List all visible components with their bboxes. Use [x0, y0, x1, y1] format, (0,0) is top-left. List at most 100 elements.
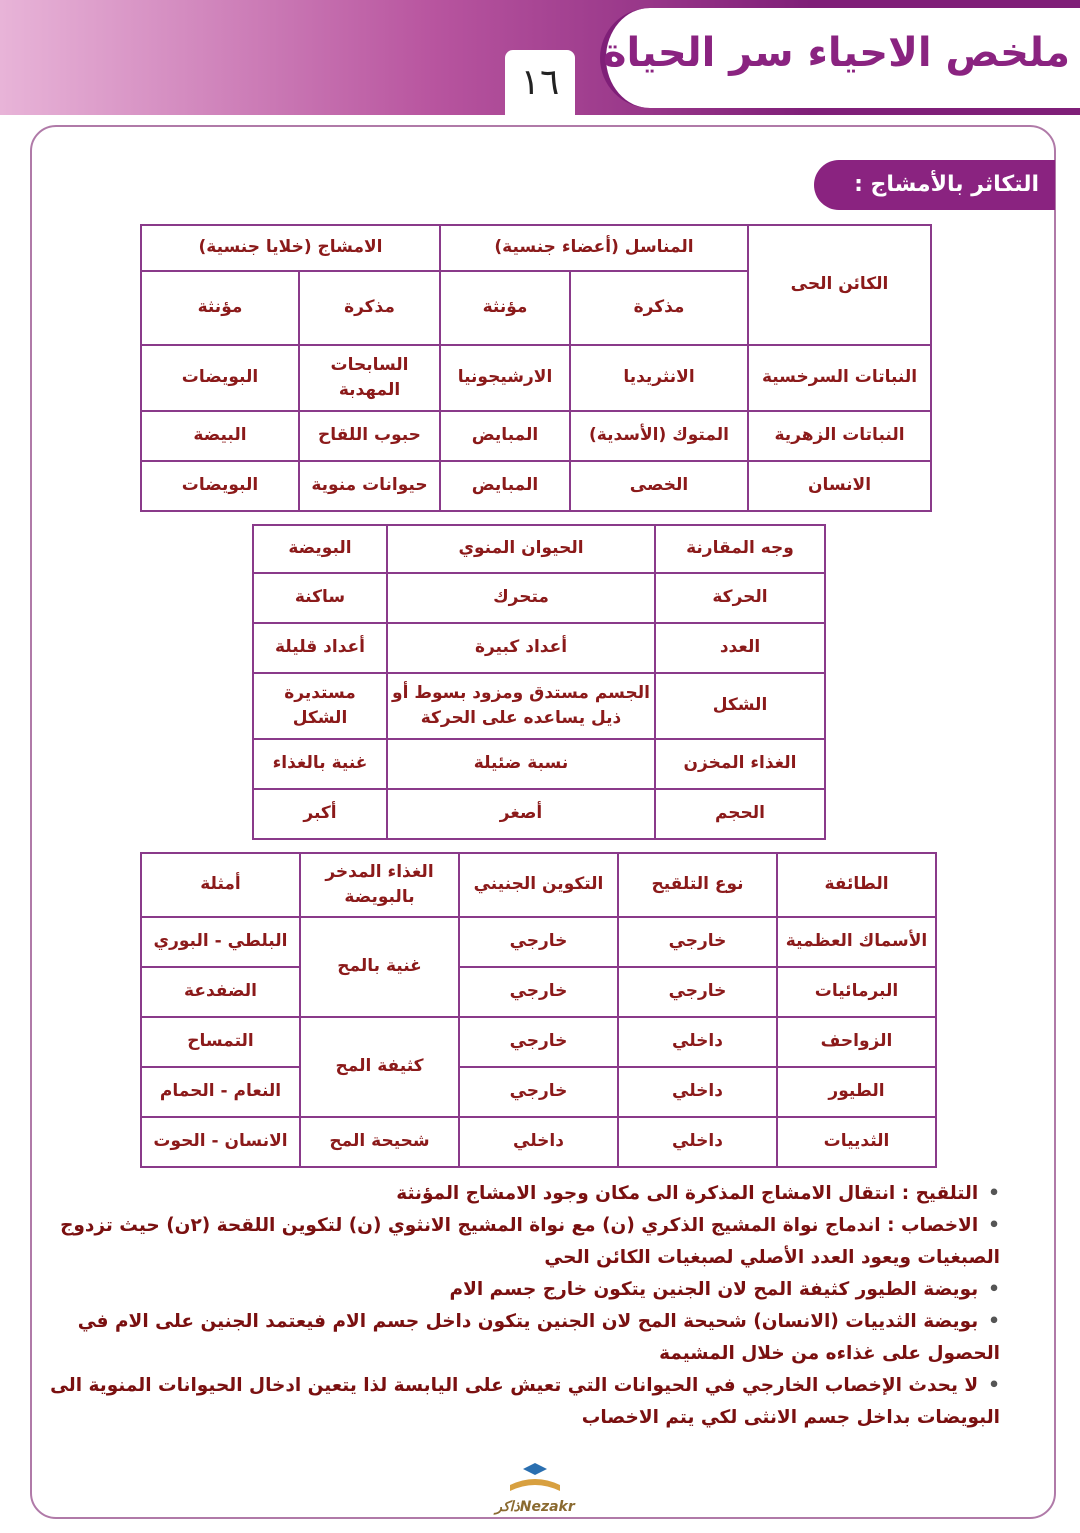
cell: متحرك: [386, 572, 656, 624]
cell: كثيفة المح: [299, 1016, 460, 1118]
cell: الحجم: [654, 788, 826, 840]
cell: مذكرة: [297, 270, 441, 346]
cell: الأسماك العظمية: [776, 916, 937, 968]
logo-latin: Nezakr: [519, 1499, 575, 1515]
cell: حبوب اللقاح: [297, 410, 441, 462]
note: بويضة الثدييات (الانسان) شحيحة المح لان …: [0, 1306, 1000, 1370]
cell: الضفدعة: [140, 966, 301, 1018]
cell: مؤنثة: [139, 270, 300, 346]
cell: الكائن الحى: [747, 224, 932, 346]
cell: أعداد قليلة: [252, 622, 388, 674]
cell: خارجي: [458, 916, 619, 968]
cell: الخصى: [569, 460, 749, 512]
cell: خارجي: [458, 1066, 619, 1118]
cell: المبايض: [438, 410, 572, 462]
title-pill: [600, 8, 1080, 108]
note-text: بويضة الثدييات (الانسان) شحيحة المح لان …: [77, 1311, 1000, 1364]
cell: الارشيجونيا: [438, 344, 572, 412]
cell: مذكرة: [569, 270, 749, 346]
cell: الشكل: [654, 672, 826, 740]
gametes-table: وجه المقارنة الحيوان المنوي البويضة الحركة م…: [252, 524, 826, 840]
cell: مؤنثة: [438, 270, 572, 346]
logo-arabic: ذاكر: [495, 1499, 520, 1515]
cell: الغذاء المخزن: [654, 738, 826, 790]
note: لا يحدث الإخصاب الخارجي في الحيوانات الت…: [0, 1370, 1000, 1434]
cell: داخلي: [617, 1066, 778, 1118]
row: العدد أعداد كبيرة أعداد قليلة: [252, 622, 826, 674]
row: الزواحف داخلي خارجي كثيفة المح التمساح: [140, 1016, 937, 1118]
vertebrates-table: الطائفة نوع التلقيح التكوين الجنيني الغذاء …: [140, 852, 937, 1168]
row: الغذاء المخزن نسبة ضئيلة غنية بالغذاء: [252, 738, 826, 790]
cell: أكبر: [252, 788, 388, 840]
cell: الثدييات: [776, 1116, 937, 1168]
cell: النباتات الزهرية: [747, 410, 932, 462]
row: الحجم أصغر أكبر: [252, 788, 826, 840]
cell: شحيحة المح: [299, 1116, 460, 1168]
row: البرمائيات خارجي خارجي الضفدعة: [140, 966, 937, 1018]
cell: السابحات المهدبة: [297, 344, 441, 412]
cell: الطائفة: [776, 852, 937, 918]
cell: خارجي: [617, 966, 778, 1018]
cell: النعام - الحمام: [140, 1066, 301, 1118]
note-text: لا يحدث الإخصاب الخارجي في الحيوانات الت…: [50, 1375, 1000, 1428]
row: الطائفة نوع التلقيح التكوين الجنيني الغذاء …: [140, 852, 937, 918]
notes: التلقيح : انتقال الامشاج المذكرة الى مكا…: [0, 1178, 1000, 1434]
cell: العدد: [654, 622, 826, 674]
cell: الانسان: [747, 460, 932, 512]
cell: التمساح: [140, 1016, 301, 1068]
cell: البرمائيات: [776, 966, 937, 1018]
cell: البلطي - البوري: [140, 916, 301, 968]
cell: الطيور: [776, 1066, 937, 1118]
cell: غنية بالغذاء: [252, 738, 388, 790]
cell: وجه المقارنة: [654, 524, 826, 574]
cell: المناسل (أعضاء جنسية): [438, 224, 750, 272]
cell: الغذاء المدخر بالبويضة: [299, 852, 460, 918]
cell: البويضة: [252, 524, 388, 574]
cell: داخلي: [617, 1116, 778, 1168]
cell: أعداد كبيرة: [386, 622, 656, 674]
cell: الجسم مستدق ومزود بسوط أو ذيل يساعده على…: [386, 672, 656, 740]
cell: حيوانات منوية: [297, 460, 441, 512]
cell: ساكنة: [252, 572, 388, 624]
cell: المبايض: [438, 460, 572, 512]
logo: Nezakrذاكر: [480, 1455, 590, 1520]
row: النباتات الزهرية المتوك (الأسدية) المبايض ح…: [139, 410, 932, 462]
note-text: اندماج نواة المشيج الذكري (ن) مع نواة ال…: [60, 1215, 1000, 1268]
logo-icon: [510, 1463, 560, 1491]
cell: النباتات السرخسية: [747, 344, 932, 412]
cell: التكوين الجنيني: [458, 852, 619, 918]
cell: الزواحف: [776, 1016, 937, 1068]
content-frame: [30, 125, 1056, 1519]
cell: خارجي: [617, 916, 778, 968]
cell: داخلي: [458, 1116, 619, 1168]
cell: الحيوان المنوي: [386, 524, 656, 574]
row: الحركة متحرك ساكنة: [252, 572, 826, 624]
note-text: بويضة الطيور كثيفة المح لان الجنين يتكون…: [449, 1279, 979, 1300]
note: بويضة الطيور كثيفة المح لان الجنين يتكون…: [0, 1274, 1000, 1306]
note-label: الاخصاب :: [887, 1215, 979, 1236]
cell: البويضات: [139, 344, 300, 412]
row: الأسماك العظمية خارجي خارجي غنية بالمح البلط…: [140, 916, 937, 1018]
cell: غنية بالمح: [299, 916, 460, 1018]
cell: داخلي: [617, 1016, 778, 1068]
cell: أمثلة: [140, 852, 301, 918]
organs-table: الكائن الحى المناسل (أعضاء جنسية) الامشاج …: [139, 224, 932, 512]
cell: الامشاج (خلايا جنسية): [139, 224, 441, 272]
note: التلقيح : انتقال الامشاج المذكرة الى مكا…: [0, 1178, 1000, 1210]
row: النباتات السرخسية الانثريديا الارشيجونيا ال…: [139, 344, 932, 412]
cell: الانثريديا: [569, 344, 749, 412]
cell: المتوك (الأسدية): [569, 410, 749, 462]
cell: مستديرة الشكل: [252, 672, 388, 740]
page-number: ١٦: [505, 50, 575, 115]
row: الثدييات داخلي داخلي شحيحة المح الانسان - ال…: [140, 1116, 937, 1168]
section-title: التكاثر بالأمشاج :: [814, 160, 1055, 210]
cell: خارجي: [458, 1016, 619, 1068]
cell: نوع التلقيح: [617, 852, 778, 918]
cell: الانسان - الحوت: [140, 1116, 301, 1168]
row: وجه المقارنة الحيوان المنوي البويضة: [252, 524, 826, 574]
row: الانسان الخصى المبايض حيوانات منوية البويضات: [139, 460, 932, 512]
cell: الحركة: [654, 572, 826, 624]
row: الطيور داخلي خارجي النعام - الحمام: [140, 1066, 937, 1118]
cell: البيضة: [139, 410, 300, 462]
